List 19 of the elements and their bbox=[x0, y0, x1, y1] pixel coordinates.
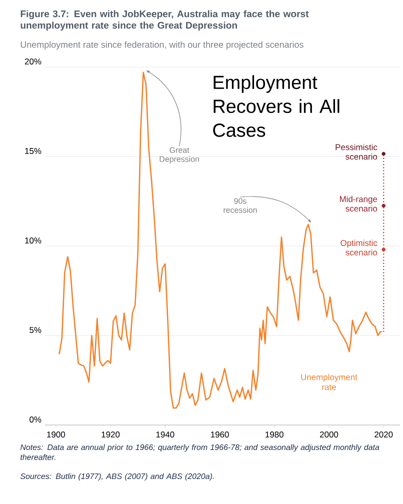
x-tick-label: 1940 bbox=[156, 432, 174, 438]
x-tick-label: 1980 bbox=[266, 432, 284, 438]
chart-title: Figure 3.7: Even with JobKeeper, Australia may face the worst unemployment rate since the Great Depression bbox=[20, 10, 309, 31]
annotation: Employment Recovers in All Cases bbox=[213, 75, 340, 137]
y-tick-label: 0% bbox=[30, 416, 42, 422]
x-tick-label: 1960 bbox=[210, 432, 229, 438]
y-tick-label: 15% bbox=[25, 148, 42, 154]
x-tick-label: 2020 bbox=[374, 432, 393, 438]
x-tick-label: 1920 bbox=[102, 432, 120, 438]
text: Unemployment rate bbox=[301, 374, 358, 390]
x-tick-label: 1900 bbox=[47, 432, 66, 438]
y-tick-label: 5% bbox=[30, 327, 42, 333]
chart-subtitle: Unemployment rate since federation, with our three projected scenarios bbox=[20, 41, 304, 50]
x-tick-label: 2000 bbox=[320, 432, 338, 438]
series-label: Pessimistic scenario bbox=[336, 144, 378, 160]
series-label: Optimistic scenario bbox=[340, 240, 378, 256]
y-tick-label: 10% bbox=[25, 237, 42, 244]
y-tick-label: 20% bbox=[24, 58, 42, 64]
series-label: Mid-range scenario bbox=[340, 196, 378, 212]
